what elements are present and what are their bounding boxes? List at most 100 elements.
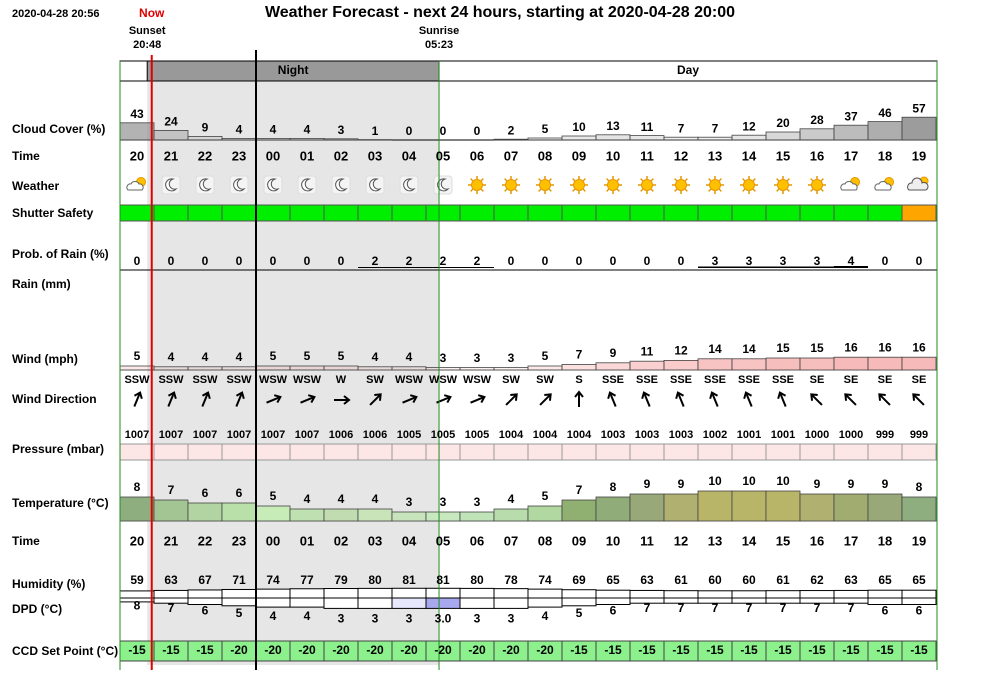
pressure-value: 1007 (261, 429, 285, 441)
dpd-box (459, 597, 495, 609)
arrow-shaft (133, 393, 141, 407)
rain-prob-value: 0 (508, 254, 515, 268)
shutter-cell (357, 204, 393, 222)
dpd-value: 7 (168, 601, 175, 615)
pressure-value: 1001 (737, 429, 761, 441)
wind-arrow (266, 394, 282, 404)
wind-arrow (167, 391, 177, 407)
wind-value: 3 (474, 351, 481, 365)
arrow-shaft (402, 396, 416, 404)
sun-ray (640, 188, 644, 192)
weather-icon (907, 176, 929, 191)
shutter-cell (119, 204, 155, 222)
cloud_cover-bar (697, 136, 733, 141)
ccd-value: -20 (502, 643, 520, 657)
sunset-time: 20:48 (133, 39, 161, 51)
temperature-value: 3 (406, 495, 413, 509)
cloud_cover-bar (255, 137, 291, 141)
hour-label: 14 (742, 148, 757, 163)
humidity-bar (289, 588, 325, 599)
pressure-value: 1004 (567, 429, 592, 441)
humidity-value: 81 (402, 573, 416, 587)
row-label: Weather (12, 179, 59, 193)
sun-ray (820, 188, 824, 192)
temperature-bar (221, 502, 257, 522)
humidity-bar (527, 588, 563, 599)
cloud_cover-value: 37 (844, 109, 858, 123)
hour-label: 03 (368, 148, 382, 163)
sun (641, 179, 653, 191)
wind-value: 5 (304, 349, 311, 363)
humidity-value: 59 (130, 573, 144, 587)
weather-icon (672, 176, 690, 194)
sun-ray (470, 188, 474, 192)
hour-label: 16 (810, 533, 824, 548)
humidity-value: 67 (198, 573, 212, 587)
arrow-head (777, 391, 787, 400)
humidity-bar (867, 589, 903, 599)
temperature-bar (493, 508, 529, 522)
weather-icon (161, 175, 181, 195)
shutter-cell (799, 204, 835, 222)
pressure-value: 1005 (397, 429, 421, 441)
arrow-head (878, 393, 886, 401)
temperature-value: 6 (202, 486, 209, 500)
pressure-value: 1004 (533, 429, 558, 441)
weather-icon (126, 177, 146, 191)
wind-direction: SSW (226, 374, 252, 386)
cloud_cover-value: 0 (474, 124, 481, 138)
weather-icon (740, 176, 758, 194)
ccd-value: -20 (468, 643, 486, 657)
ccd-value: -15 (706, 643, 724, 657)
humidity-bar (629, 589, 665, 599)
ccd-value: -20 (298, 643, 316, 657)
row-label: CCD Set Point (°C) (12, 644, 118, 658)
moon (233, 178, 246, 192)
temperature-value: 3 (440, 495, 447, 509)
arrow-shaft (609, 393, 617, 407)
weather-icon (297, 175, 317, 195)
wind-arrow (912, 393, 925, 406)
rain-prob-value: 2 (440, 254, 447, 268)
sun-ray (572, 188, 576, 192)
dpd-value: 3 (338, 611, 345, 625)
cloud_cover-bar (153, 129, 189, 141)
shutter-cell (425, 204, 461, 222)
ccd-value: -20 (400, 643, 418, 657)
rain-prob-bar (766, 266, 800, 268)
pressure-value: 999 (910, 429, 928, 441)
humidity-value: 61 (674, 573, 688, 587)
wind-value: 16 (878, 340, 892, 354)
hour-label: 07 (504, 148, 518, 163)
sun-ray (708, 178, 712, 182)
dpd-value: 4 (304, 609, 311, 623)
pressure-value: 1003 (601, 429, 625, 441)
arrow-shaft (300, 396, 314, 404)
temperature-value: 4 (304, 492, 311, 506)
wind-bar (663, 359, 699, 371)
pressure-cell (357, 443, 393, 461)
hour-label: 02 (334, 148, 348, 163)
pressure-value: 1006 (363, 429, 387, 441)
pressure-value: 999 (876, 429, 894, 441)
rain-prob-value: 2 (474, 254, 481, 268)
arrow-head (477, 394, 486, 404)
sun-ray (684, 178, 688, 182)
shutter-cell (187, 204, 223, 222)
sun-ray (548, 178, 552, 182)
weather-icon (874, 177, 894, 191)
pressure-value: 1007 (193, 429, 217, 441)
pressure-value: 1005 (465, 429, 489, 441)
sun-ray (514, 178, 518, 182)
sun-ray (776, 188, 780, 192)
weather-icon (195, 175, 215, 195)
wind-bar (527, 365, 563, 371)
row-label: Time (12, 534, 40, 548)
pressure-cell (289, 443, 325, 461)
sun-ray (674, 178, 678, 182)
dpd-value: 5 (236, 606, 243, 620)
wind-value: 16 (844, 340, 858, 354)
temperature-bar (187, 502, 223, 522)
humidity-value: 65 (878, 573, 892, 587)
wind-direction: SSW (192, 374, 218, 386)
